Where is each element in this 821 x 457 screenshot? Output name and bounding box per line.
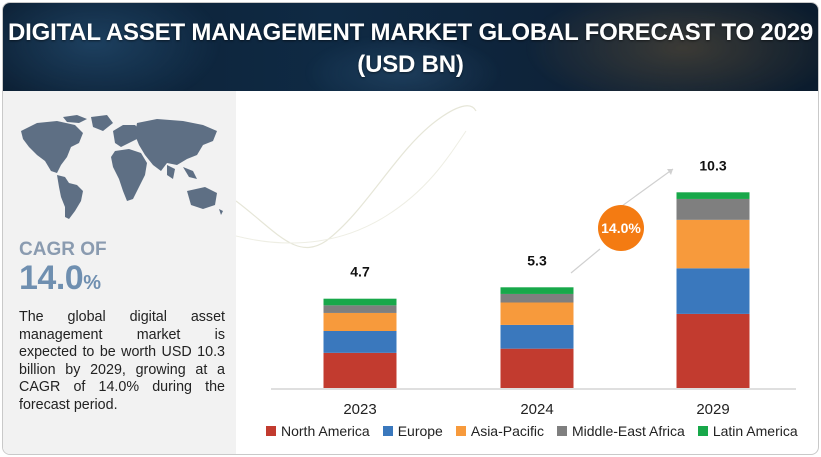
stacked-bar-chart: 4.7 5.3 10.3 2023 2024 2029 14.0%: [235, 105, 796, 418]
cagr-number: 14.0: [19, 259, 84, 297]
legend-swatch: [697, 426, 708, 436]
total-labels-group: 4.7 5.3 10.3: [350, 157, 727, 279]
legend-label: Asia-Pacific: [470, 423, 544, 439]
legend-label: Latin America: [712, 423, 798, 439]
total-label-2024: 5.3: [527, 252, 547, 268]
legend-item-north-america: North America: [266, 423, 370, 439]
x-tick-2024: 2024: [520, 401, 553, 418]
bar-segment-2023-asia-pacific: [323, 312, 397, 331]
bar-segment-2024-latin-america: [500, 287, 574, 294]
bar-segment-2029-north-america: [676, 313, 750, 388]
legend-swatch: [557, 426, 567, 436]
decorative-swoosh: [235, 105, 477, 249]
decorative-swoosh-2: [235, 130, 467, 244]
cagr-value: 14.0%: [19, 259, 101, 298]
bar-segment-2029-europe: [676, 268, 750, 314]
total-label-2029: 10.3: [699, 157, 726, 173]
growth-badge: [598, 205, 644, 251]
bar-segment-2024-north-america: [500, 348, 574, 388]
legend-item-latin-america: Latin America: [697, 423, 798, 439]
legend-item-middle-east-africa: Middle-East Africa: [557, 423, 685, 439]
legend-swatch: [455, 426, 466, 436]
legend-swatch: [382, 426, 393, 436]
market-description: The global digital asset management mark…: [19, 309, 225, 413]
x-tick-labels-group: 2023 2024 2029: [343, 401, 729, 418]
bar-segment-2024-asia-pacific: [500, 302, 574, 325]
legend-label: Europe: [397, 423, 443, 439]
growth-badge-label: 14.0%: [601, 220, 641, 236]
header-banner: DIGITAL ASSET MANAGEMENT MARKET GLOBAL F…: [3, 3, 818, 91]
x-tick-2029: 2029: [696, 401, 729, 418]
legend-item-europe: Europe: [382, 423, 443, 439]
cagr-percent: %: [83, 272, 101, 294]
bar-segment-2023-middle-east-africa: [323, 305, 397, 313]
total-label-2023: 4.7: [350, 264, 370, 280]
title-line-1: DIGITAL ASSET MANAGEMENT MARKET GLOBAL F…: [7, 19, 814, 46]
title-line-2: (USD BN): [357, 51, 464, 78]
growth-arrow-head: [667, 169, 673, 175]
growth-arrow-tail: [570, 248, 601, 274]
cagr-label: CAGR OF: [19, 239, 107, 260]
bar-segment-2023-latin-america: [323, 298, 397, 306]
bar-segment-2024-europe: [500, 324, 574, 349]
bar-segment-2024-middle-east-africa: [500, 293, 574, 303]
bar-segment-2029-latin-america: [676, 192, 750, 199]
bar-segment-2029-asia-pacific: [676, 219, 750, 269]
chart-legend: North America Europe Asia-Pacific Middle-Ea…: [266, 421, 818, 441]
bar-segment-2023-north-america: [323, 352, 397, 388]
bar-segment-2023-europe: [323, 331, 397, 353]
x-tick-2023: 2023: [343, 401, 376, 418]
summary-panel: CAGR OF 14.0% The global digital asset m…: [3, 91, 236, 454]
legend-label: North America: [281, 423, 370, 439]
legend-label: Middle-East Africa: [572, 423, 685, 439]
legend-item-asia-pacific: Asia-Pacific: [455, 423, 544, 439]
chart-title: DIGITAL ASSET MANAGEMENT MARKET GLOBAL F…: [3, 17, 818, 81]
bars-group: [323, 192, 750, 388]
world-map-icon: [21, 115, 223, 219]
bar-segment-2029-middle-east-africa: [676, 198, 750, 220]
legend-swatch: [266, 426, 276, 436]
chart-area: 4.7 5.3 10.3 2023 2024 2029 14.0%: [235, 91, 818, 454]
